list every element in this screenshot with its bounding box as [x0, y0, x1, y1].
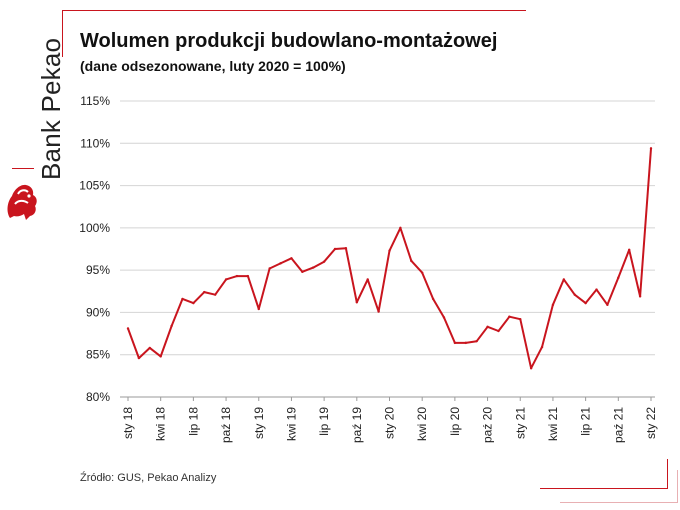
y-tick-label: 90%	[86, 305, 110, 319]
data-point	[606, 303, 609, 307]
x-tick-label: lip 18	[186, 407, 200, 436]
x-tick-label: paź 18	[219, 407, 233, 443]
x-tick-label: sty 18	[121, 407, 135, 439]
data-point	[148, 346, 151, 350]
source-note: Źródło: GUS, Pekao Analizy	[80, 472, 217, 484]
x-tick-label: paź 21	[611, 407, 625, 443]
y-tick-label: 80%	[86, 390, 110, 404]
y-tick-label: 105%	[79, 179, 110, 193]
data-point	[551, 303, 555, 307]
brand-separator	[12, 168, 34, 169]
data-point	[442, 316, 446, 319]
data-point	[355, 301, 359, 304]
y-tick-label: 110%	[80, 136, 110, 150]
y-tick-label: 95%	[86, 263, 110, 277]
data-point	[290, 257, 293, 260]
data-point	[257, 307, 260, 311]
data-point	[377, 310, 380, 313]
x-tick-label: paź 19	[350, 407, 364, 443]
x-tick-label: sty 21	[513, 407, 527, 439]
frame-right-shadow-line	[677, 470, 678, 503]
data-point	[333, 247, 337, 251]
data-point	[137, 356, 141, 360]
data-point	[399, 226, 402, 230]
data-point	[192, 301, 195, 305]
x-tick-label: sty 22	[644, 407, 658, 439]
data-point	[213, 293, 217, 296]
data-point	[410, 259, 413, 263]
data-point	[246, 274, 250, 278]
data-point	[562, 278, 566, 281]
data-point	[388, 249, 391, 252]
data-point	[497, 329, 500, 333]
chart-subtitle: (dane odsezonowane, luty 2020 = 100%)	[80, 58, 346, 74]
y-tick-label: 100%	[79, 221, 110, 235]
x-tick-label: paź 20	[481, 407, 495, 443]
data-point	[628, 248, 631, 252]
data-point	[344, 246, 348, 250]
x-tick-label: lip 19	[317, 407, 331, 436]
y-tick-label: 85%	[86, 348, 110, 362]
data-point	[540, 345, 544, 349]
data-point	[312, 266, 315, 269]
data-point	[453, 341, 457, 345]
data-point	[584, 301, 587, 305]
data-point	[595, 288, 598, 291]
data-point	[279, 262, 282, 265]
data-point	[322, 260, 326, 263]
x-tick-label: lip 20	[448, 407, 462, 436]
chart-title: Wolumen produkcji budowlano-montażowej	[80, 30, 498, 52]
x-tick-label: sty 19	[252, 407, 266, 439]
data-point	[366, 278, 369, 281]
data-point	[573, 293, 576, 296]
data-point	[235, 274, 239, 278]
data-point	[519, 317, 522, 321]
x-tick-label: lip 21	[579, 407, 593, 436]
data-point	[617, 276, 620, 279]
data-point	[431, 297, 435, 301]
data-point	[268, 267, 271, 270]
x-tick-label: kwi 20	[415, 407, 429, 441]
data-point	[529, 367, 533, 370]
pekao-bison-logo-icon	[7, 184, 37, 220]
data-point	[159, 355, 162, 358]
x-tick-label: kwi 18	[154, 407, 168, 441]
data-point	[464, 341, 467, 345]
data-point	[649, 147, 653, 150]
data-point	[638, 295, 642, 298]
data-point	[224, 278, 228, 281]
frame-top-line	[62, 10, 526, 11]
data-point	[170, 324, 173, 328]
frame-left-line	[62, 10, 63, 57]
frame-right-line	[667, 459, 668, 489]
data-point	[301, 270, 304, 274]
frame-bottom-shadow-line	[560, 502, 678, 503]
data-point	[181, 297, 184, 301]
series-line	[127, 148, 652, 370]
data-point	[486, 325, 489, 329]
frame-bottom-line	[540, 488, 668, 489]
data-point	[420, 271, 424, 274]
data-point	[126, 327, 130, 330]
data-point	[508, 315, 511, 318]
y-tick-label: 115%	[80, 94, 110, 108]
x-tick-label: kwi 21	[546, 407, 560, 441]
data-point	[203, 290, 206, 294]
x-tick-label: sty 20	[383, 407, 397, 439]
data-point	[475, 339, 478, 343]
x-tick-label: kwi 19	[284, 407, 298, 441]
